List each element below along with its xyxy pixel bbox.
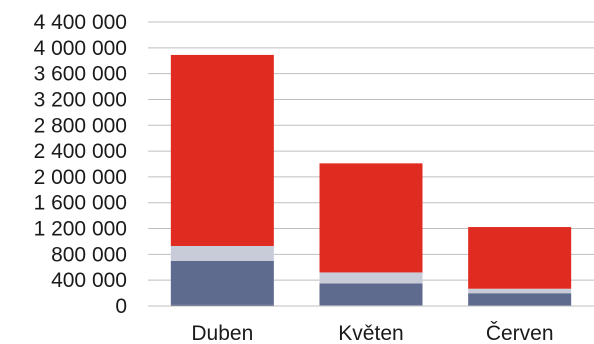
bar-segment — [468, 227, 572, 289]
y-tick-label: 3 600 000 — [34, 63, 127, 86]
bar-segment — [319, 283, 423, 306]
bar-segment — [468, 293, 572, 306]
x-tick-label: Květen — [338, 322, 403, 344]
y-tick-label: 2 000 000 — [34, 166, 127, 189]
bar-segment — [170, 304, 274, 306]
bar-segment — [319, 163, 423, 273]
y-tick-label: 1 200 000 — [34, 218, 127, 241]
bar-segment — [170, 260, 274, 305]
y-tick-label: 800 000 — [51, 243, 127, 266]
bar-segment — [468, 288, 572, 294]
y-tick-label: 1 600 000 — [34, 192, 127, 215]
x-axis: Duben Květen Červen — [148, 305, 594, 344]
y-tick-label: 3 200 000 — [34, 88, 127, 111]
x-tick-label: Červen — [486, 322, 554, 344]
bars — [170, 54, 572, 306]
y-tick-label: 2 800 000 — [34, 114, 127, 137]
x-tick-label: Duben — [191, 322, 253, 344]
y-tick-label: 4 400 000 — [34, 11, 127, 34]
y-tick-label: 2 400 000 — [34, 140, 127, 163]
bar-segment — [319, 272, 423, 284]
y-tick-label: 400 000 — [51, 269, 127, 292]
bar-segment — [170, 245, 274, 261]
y-tick-label: 4 000 000 — [34, 37, 127, 60]
y-tick-label: 0 — [115, 295, 127, 318]
bar-segment — [170, 54, 274, 246]
